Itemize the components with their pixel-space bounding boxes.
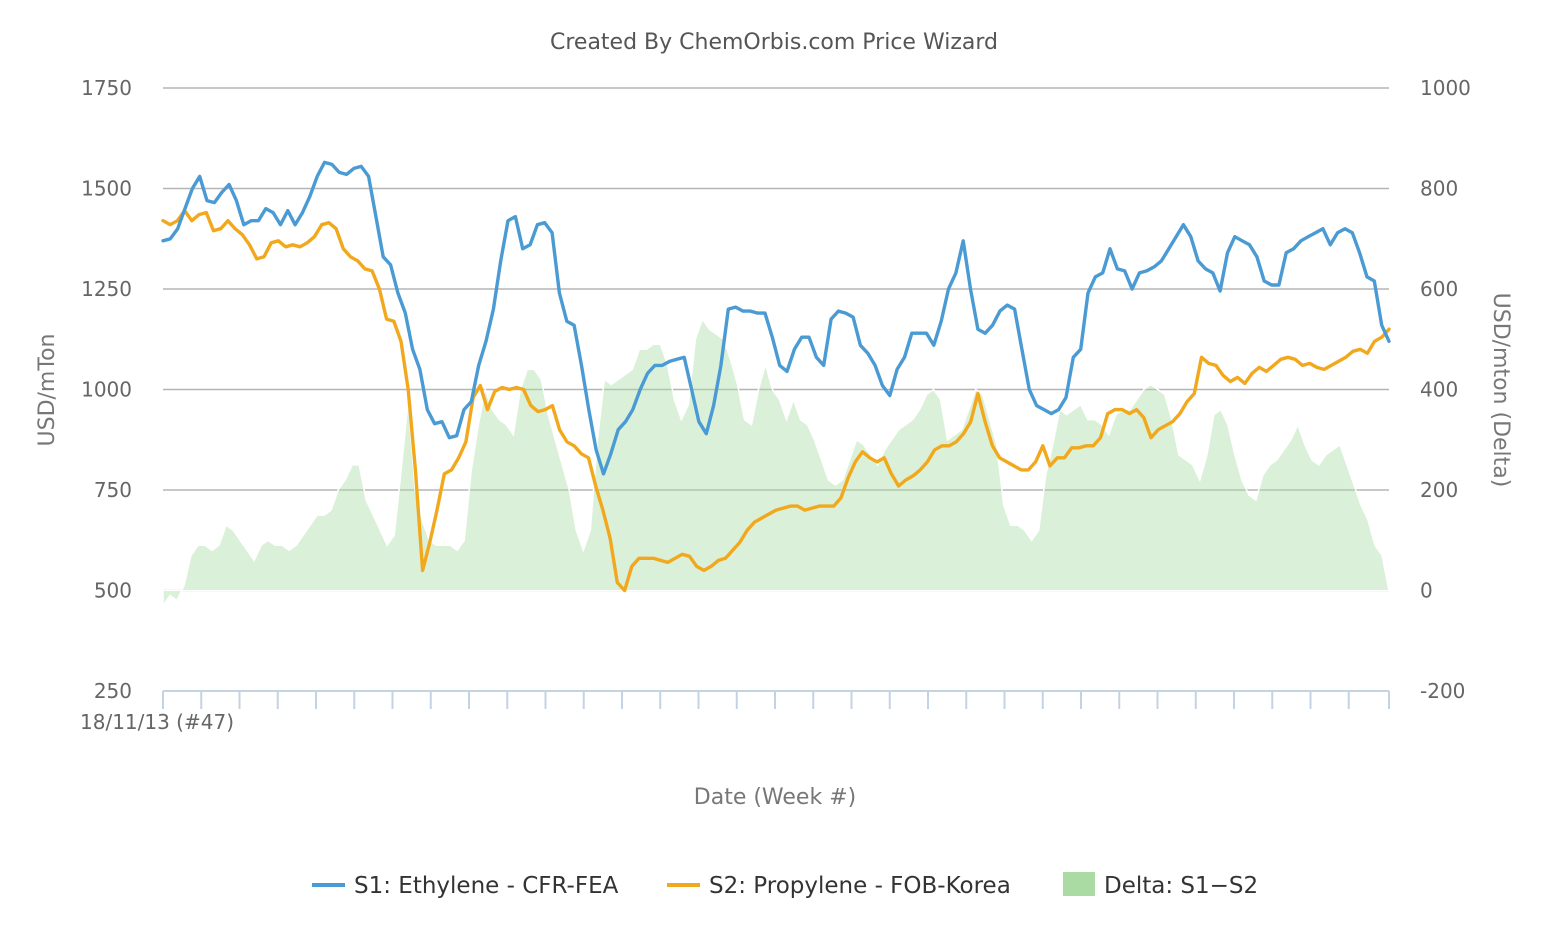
y-tick-label: 1250 bbox=[81, 277, 132, 301]
y2-tick-label: 600 bbox=[1420, 277, 1458, 301]
y-tick-label: 1750 bbox=[81, 76, 132, 100]
legend-delta-swatch bbox=[1063, 872, 1095, 896]
legend-item-s1[interactable]: S1: Ethylene - CFR-FEA bbox=[312, 873, 619, 899]
legend: S1: Ethylene - CFR-FEA S2: Propylene - F… bbox=[312, 872, 1258, 899]
delta-area bbox=[162, 317, 1390, 608]
y2-tick-label: 1000 bbox=[1420, 76, 1471, 100]
y2-tick-label: 400 bbox=[1420, 378, 1458, 402]
x-start-label: 18/11/13 (#47) bbox=[80, 710, 234, 734]
y-tick-label: 1000 bbox=[81, 378, 132, 402]
y-axis-title: USD/mTon bbox=[35, 334, 60, 447]
series-s1-line[interactable] bbox=[161, 160, 1391, 476]
y-tick-label: 500 bbox=[94, 579, 132, 603]
legend-delta-label: Delta: S1−S2 bbox=[1104, 873, 1258, 899]
price-lines-layer bbox=[161, 160, 1391, 593]
y2-tick-label: 0 bbox=[1420, 579, 1433, 603]
chart-title: Created By ChemOrbis.com Price Wizard bbox=[550, 30, 998, 55]
legend-s2-label: S2: Propylene - FOB-Korea bbox=[709, 873, 1011, 899]
y-axis-right: -200 0 200 400 600 800 1000 bbox=[1420, 76, 1471, 703]
legend-item-delta[interactable]: Delta: S1−S2 bbox=[1063, 872, 1258, 899]
legend-item-s2[interactable]: S2: Propylene - FOB-Korea bbox=[667, 873, 1011, 899]
y-tick-label: 250 bbox=[94, 679, 132, 703]
y2-tick-label: 200 bbox=[1420, 478, 1458, 502]
legend-s1-label: S1: Ethylene - CFR-FEA bbox=[354, 873, 619, 899]
y2-axis-title: USD/mton (Delta) bbox=[1488, 293, 1513, 488]
y2-tick-label: -200 bbox=[1420, 679, 1465, 703]
y-tick-label: 750 bbox=[94, 478, 132, 502]
y2-tick-label: 800 bbox=[1420, 177, 1458, 201]
y-tick-label: 1500 bbox=[81, 177, 132, 201]
delta-area-layer bbox=[162, 317, 1390, 608]
series-s2-line[interactable] bbox=[161, 208, 1391, 593]
x-axis bbox=[162, 690, 1390, 709]
x-axis-title: Date (Week #) bbox=[694, 785, 856, 810]
y-axis-left: 250 500 750 1000 1250 1500 1750 bbox=[81, 76, 132, 703]
